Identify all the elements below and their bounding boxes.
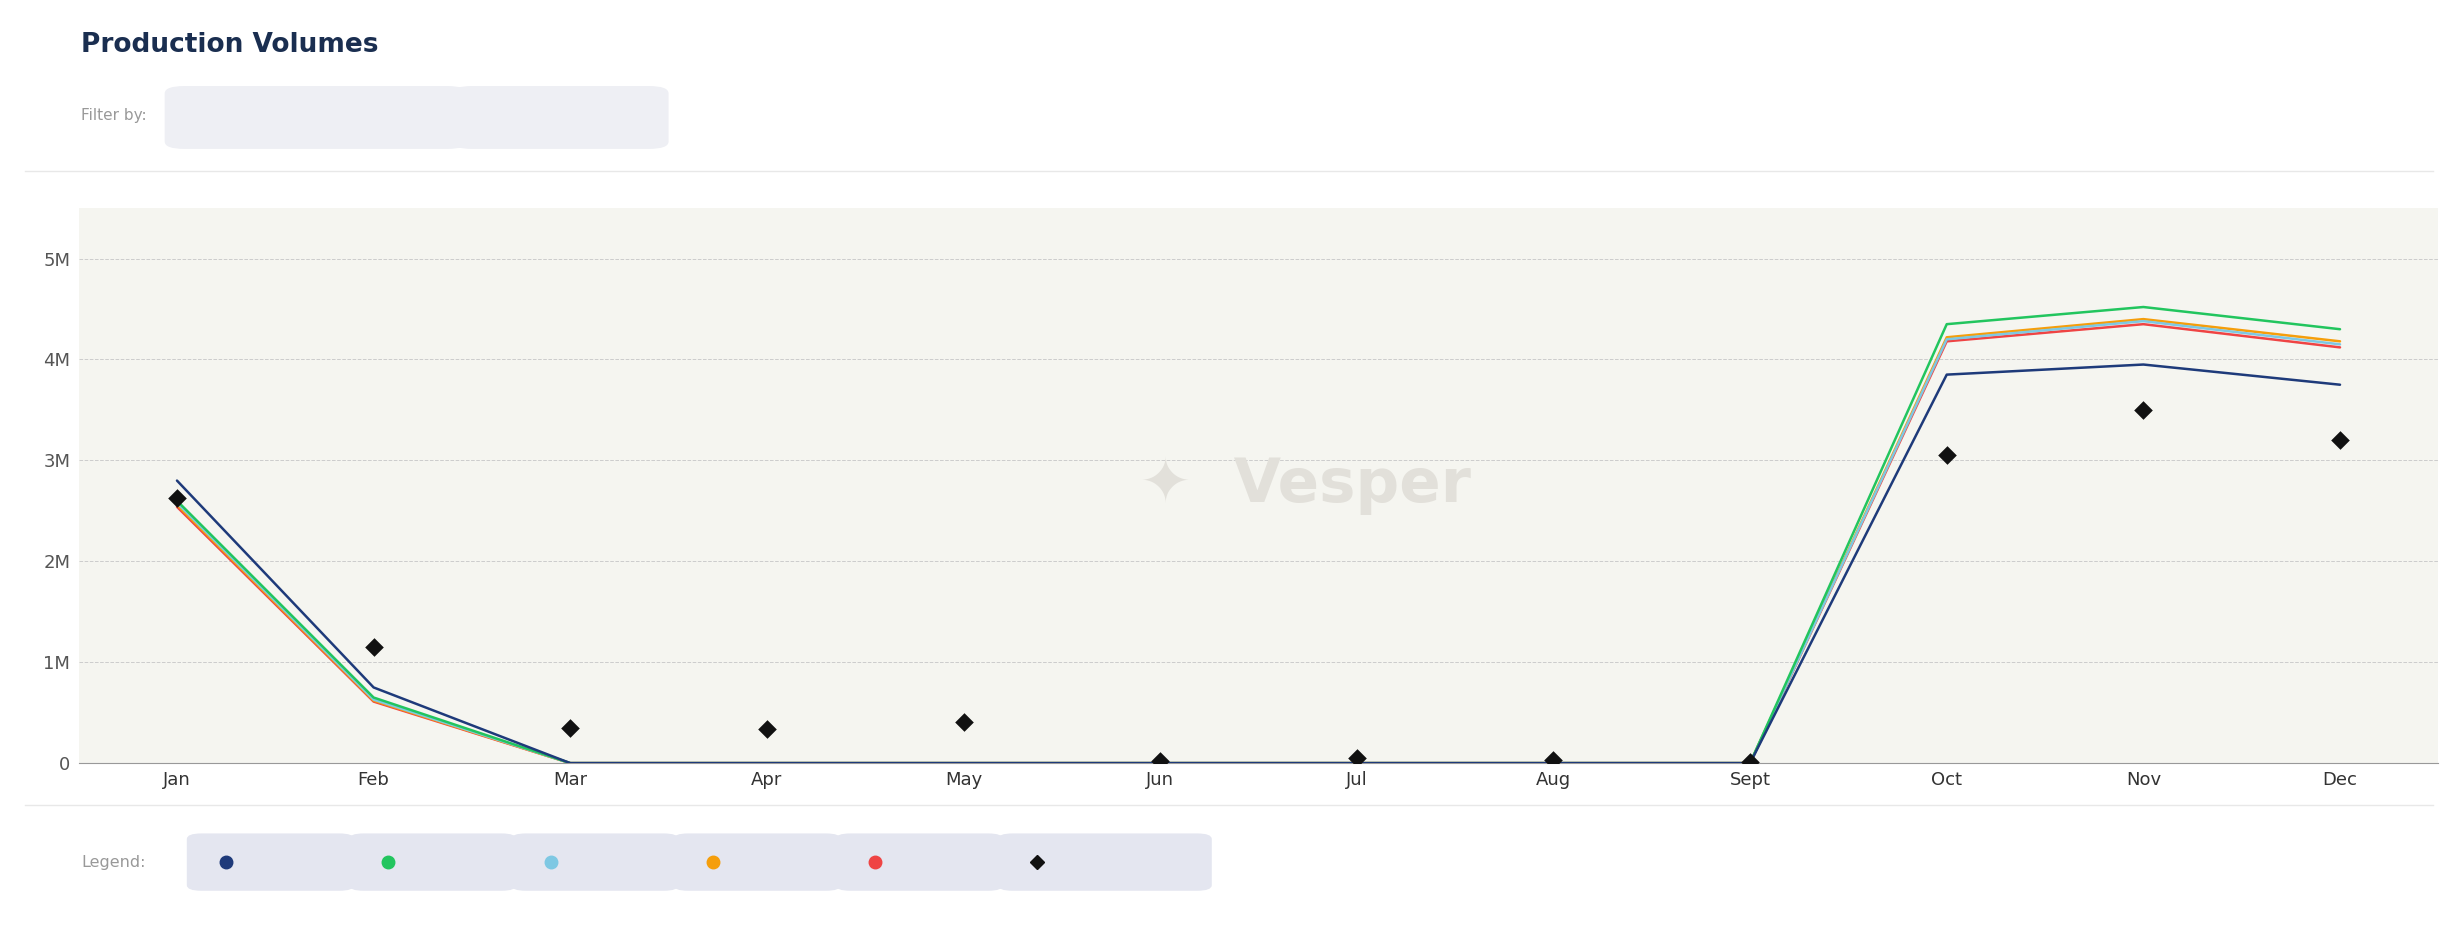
Text: Production Volumes: Production Volumes bbox=[81, 32, 379, 58]
Point bbox=[1337, 751, 1376, 766]
FancyBboxPatch shape bbox=[998, 833, 1212, 891]
Text: Legend:: Legend: bbox=[81, 855, 145, 870]
FancyBboxPatch shape bbox=[511, 833, 678, 891]
Point bbox=[1534, 753, 1573, 768]
Point bbox=[354, 640, 393, 655]
FancyBboxPatch shape bbox=[187, 833, 354, 891]
Text: 2021: 2021 bbox=[418, 855, 457, 870]
Text: Monthly  ⌄: Monthly ⌄ bbox=[519, 111, 592, 124]
Point bbox=[747, 722, 787, 736]
Point bbox=[157, 490, 197, 505]
Point bbox=[551, 721, 590, 735]
Text: 2022: 2022 bbox=[580, 855, 619, 870]
FancyBboxPatch shape bbox=[165, 86, 467, 149]
Point bbox=[1730, 754, 1770, 769]
Point bbox=[1141, 754, 1180, 769]
Text: Forecasts: Forecasts bbox=[1067, 855, 1141, 870]
Point bbox=[944, 714, 983, 729]
Point bbox=[2124, 402, 2163, 417]
Point bbox=[1927, 448, 1966, 462]
FancyBboxPatch shape bbox=[452, 86, 669, 149]
Text: ✦  Vesper: ✦ Vesper bbox=[1141, 456, 1472, 515]
Text: 2020: 2020 bbox=[256, 855, 295, 870]
Text: Sugar, White (Europe 28)  ⌄: Sugar, White (Europe 28) ⌄ bbox=[214, 111, 403, 124]
FancyBboxPatch shape bbox=[673, 833, 841, 891]
Text: 2024: 2024 bbox=[905, 855, 944, 870]
Text: 2023: 2023 bbox=[742, 855, 782, 870]
Point bbox=[2320, 433, 2360, 448]
FancyBboxPatch shape bbox=[349, 833, 516, 891]
Text: Filter by:: Filter by: bbox=[81, 108, 147, 123]
FancyBboxPatch shape bbox=[836, 833, 1003, 891]
